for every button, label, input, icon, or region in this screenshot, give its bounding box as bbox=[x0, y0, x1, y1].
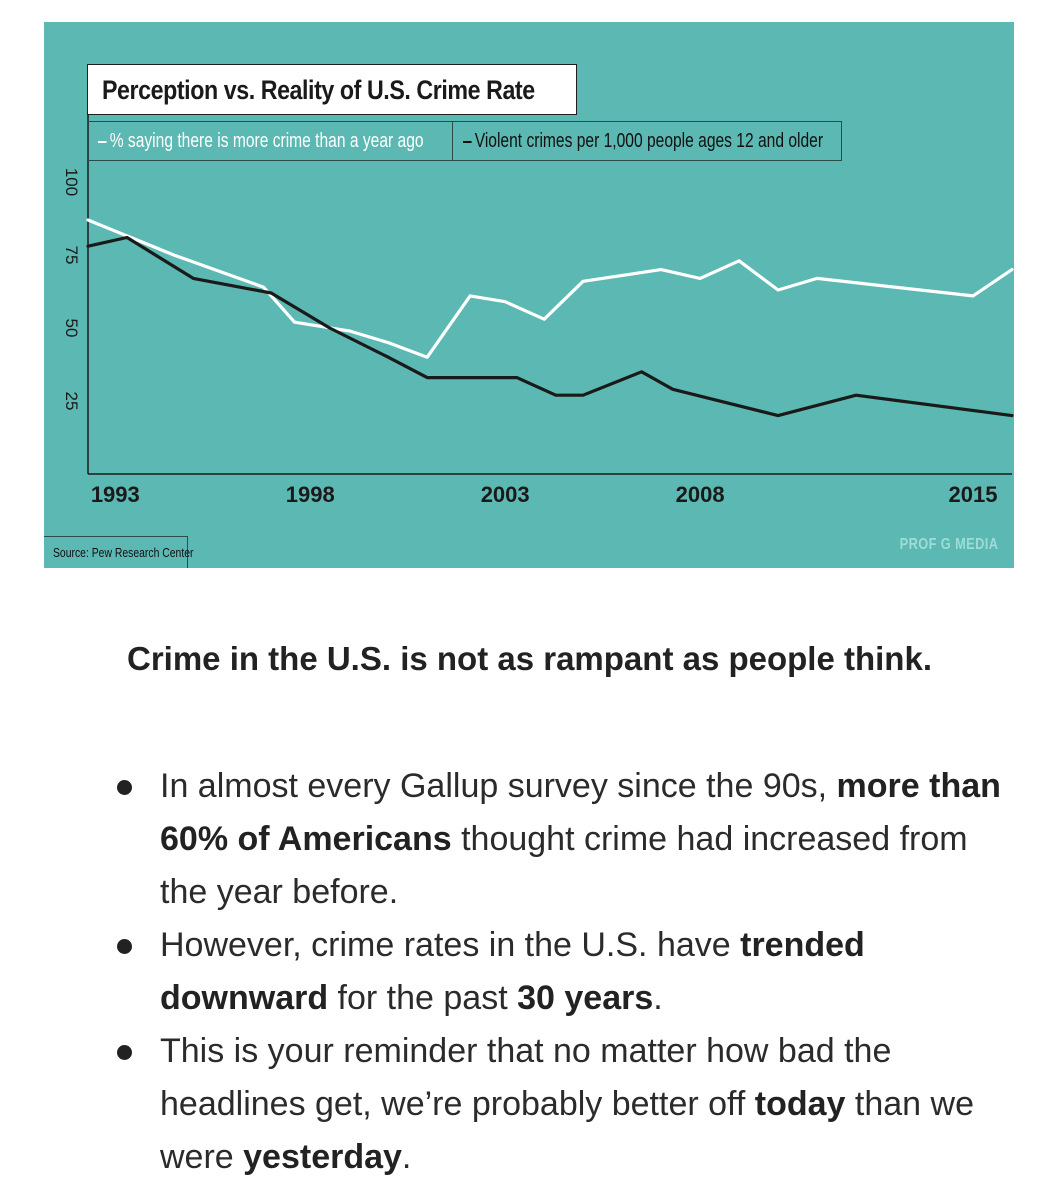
bullet-bold: more than 60% of Americans bbox=[160, 767, 1001, 858]
bullet-dot bbox=[117, 1045, 132, 1060]
chart-panel: 100 75 50 25 1993 1998 2003 2008 2015 Perceptio… bbox=[44, 22, 1014, 568]
x-tick-label: 1998 bbox=[286, 482, 335, 507]
bullet-dot bbox=[117, 780, 132, 795]
y-tick-label: 100 bbox=[62, 168, 81, 196]
bullet-text: thought crime had increased from the yea… bbox=[160, 820, 968, 911]
bullet-text: . bbox=[401, 1138, 412, 1176]
caption-heading: Crime in the U.S. is not as rampant as p… bbox=[126, 640, 932, 677]
series-line-perception bbox=[86, 218, 1014, 359]
bullet-text: However, crime rates in the U.S. have bbox=[160, 926, 741, 964]
legend-swatch-black bbox=[463, 140, 472, 143]
list-item: In almost every Gallup survey since the … bbox=[112, 760, 1012, 919]
x-tick-label: 1993 bbox=[91, 482, 140, 507]
bullet-text: . bbox=[653, 979, 663, 1017]
series-line-violent-crimes bbox=[86, 235, 1014, 418]
source-text: Source: Pew Research Center bbox=[53, 545, 194, 560]
legend-label-reality: Violent crimes per 1,000 people ages 12 … bbox=[474, 130, 824, 152]
line-chart: 100 75 50 25 1993 1998 2003 2008 2015 bbox=[62, 90, 1014, 507]
list-item: However, crime rates in the U.S. have tr… bbox=[112, 919, 1012, 1025]
chart-title: Perception vs. Reality of U.S. Crime Rat… bbox=[102, 75, 535, 105]
bullet-text: for the past bbox=[328, 979, 518, 1017]
bullet-bold: yesterday bbox=[243, 1138, 402, 1176]
x-tick-label: 2015 bbox=[949, 482, 998, 507]
bullet-text: In almost every Gallup survey since the … bbox=[160, 767, 837, 805]
list-item: This is your reminder that no matter how… bbox=[112, 1025, 1012, 1184]
x-tick-label: 2008 bbox=[676, 482, 725, 507]
bullet-text: than we were bbox=[160, 1085, 974, 1176]
y-tick-label: 25 bbox=[62, 392, 81, 411]
legend-entry-perception: % saying there is more crime than a year… bbox=[87, 121, 453, 161]
bullet-bold: 30 years bbox=[517, 979, 654, 1017]
bullet-bold: trended downward bbox=[160, 926, 865, 1017]
source-box: Source: Pew Research Center bbox=[44, 536, 193, 568]
credit-text: PROF G MEDIA bbox=[899, 536, 998, 553]
legend-label-perception: % saying there is more crime than a year… bbox=[109, 130, 424, 152]
y-tick-label: 50 bbox=[62, 319, 81, 338]
legend-swatch-white bbox=[98, 140, 107, 143]
legend-entry-reality: Violent crimes per 1,000 people ages 12 … bbox=[452, 121, 842, 161]
x-tick-label: 2003 bbox=[481, 482, 530, 507]
chart-title-box: Perception vs. Reality of U.S. Crime Rat… bbox=[87, 64, 577, 115]
bullet-dot bbox=[117, 939, 132, 954]
y-tick-label: 75 bbox=[62, 246, 81, 265]
bullet-text: This is your reminder that no matter how… bbox=[160, 1032, 892, 1123]
bullet-list: In almost every Gallup survey since the … bbox=[112, 760, 1012, 1184]
bullet-bold: today bbox=[754, 1085, 846, 1123]
